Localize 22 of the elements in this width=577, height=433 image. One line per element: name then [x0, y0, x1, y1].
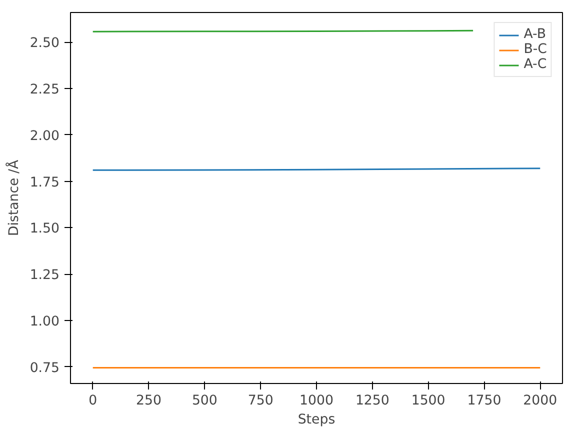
- x-tick-label: 2000: [523, 394, 558, 408]
- legend-label: B-C: [524, 42, 547, 57]
- legend-label: A-C: [524, 57, 547, 72]
- x-tick-label: 1250: [355, 394, 390, 408]
- y-tick-label: 1.50: [30, 222, 60, 237]
- x-tick-label: 500: [192, 394, 218, 408]
- x-tick-label: 750: [248, 394, 274, 408]
- y-tick-label: 2.25: [30, 82, 60, 98]
- x-tick-label: 1000: [300, 394, 334, 408]
- y-tick-label: 1.25: [30, 268, 60, 284]
- legend-label: A-B: [524, 27, 546, 42]
- y-axis-title: Distance /Å: [4, 160, 22, 236]
- y-tick-label: 2.00: [30, 128, 60, 144]
- x-axis-title: Steps: [298, 412, 336, 428]
- x-tick-label: 1500: [411, 394, 446, 408]
- y-tick-label: 2.50: [30, 36, 60, 52]
- x-tick-label: 250: [136, 394, 162, 408]
- x-tick-label: 1750: [467, 394, 502, 408]
- y-tick-label: 1.00: [30, 314, 60, 330]
- x-tick-label: 0: [88, 394, 98, 408]
- y-tick-label: 1.75: [30, 175, 60, 190]
- y-tick-label: 0.75: [30, 360, 60, 376]
